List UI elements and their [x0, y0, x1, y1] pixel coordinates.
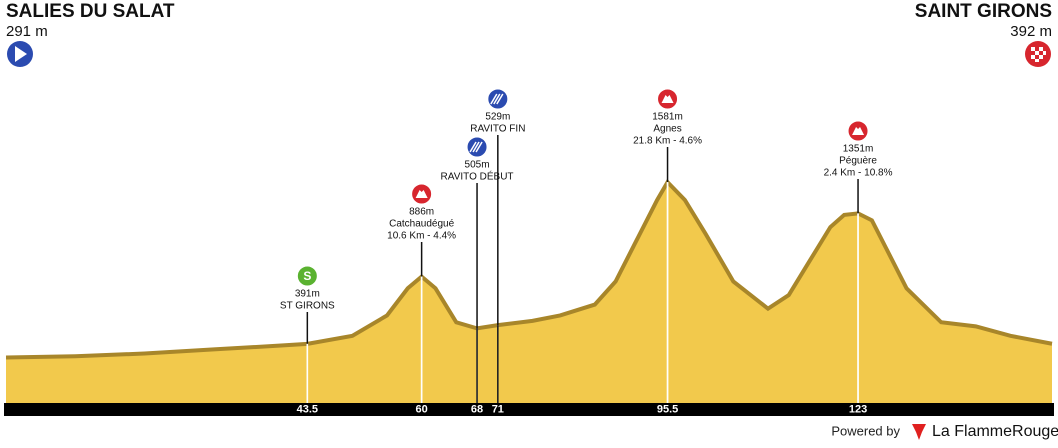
finish-name: SAINT GIRONS	[915, 1, 1052, 22]
x-tick-label: 71	[492, 403, 504, 415]
annotation-text: ST GIRONS	[280, 301, 335, 312]
brand-logo	[912, 424, 926, 440]
annotation-text: 1581m	[652, 112, 683, 123]
annotation-text: 10.6 Km - 4.4%	[387, 231, 456, 242]
mountain-symbol	[852, 127, 865, 135]
feed-symbol	[475, 141, 483, 153]
finish-flag	[1031, 47, 1046, 62]
x-tick-label: 60	[416, 403, 428, 415]
mountain-symbol	[415, 190, 428, 198]
annotation-text: 2.4 Km - 10.8%	[824, 168, 893, 179]
brand-name: La FlammeRouge	[932, 423, 1058, 440]
finish-altitude: 392 m	[1010, 23, 1052, 40]
annotation-text: Catchaudégué	[389, 219, 454, 230]
start-name: SALIES DU SALAT	[6, 1, 175, 22]
annotation-text: Agnes	[653, 124, 681, 135]
annotation-text: 391m	[295, 289, 320, 300]
feed-symbol	[490, 93, 498, 105]
annotation-text: 21.8 Km - 4.6%	[633, 136, 702, 147]
x-tick-label: 95.5	[657, 403, 678, 415]
x-tick-label: 68	[471, 403, 483, 415]
profile-edge	[5, 178, 1053, 360]
x-tick-label: 123	[849, 403, 867, 415]
annotation-text: RAVITO DÉBUT	[441, 170, 514, 183]
feed-symbol	[469, 141, 477, 153]
annotation-text: 505m	[465, 160, 490, 171]
feed-symbol	[472, 141, 480, 153]
x-tick-label: 43.5	[297, 403, 318, 415]
annotation-text: 529m	[485, 112, 510, 123]
icon-text: S	[303, 269, 311, 283]
feed-symbol	[496, 93, 504, 105]
powered-by: Powered by	[831, 423, 900, 438]
profile-area	[6, 182, 1052, 403]
start-altitude: 291 m	[6, 23, 48, 40]
start-arrow	[15, 46, 27, 62]
annotation-icon	[296, 265, 318, 287]
annotation-text: Péguère	[839, 156, 877, 167]
annotation-icon	[466, 136, 488, 158]
annotation-text: 1351m	[843, 144, 874, 155]
annotation-text: RAVITO FIN	[470, 124, 525, 135]
mountain-symbol	[661, 95, 674, 103]
distance-bar	[4, 403, 1054, 416]
feed-symbol	[493, 93, 501, 105]
annotation-text: 886m	[409, 207, 434, 218]
annotation-icon	[487, 88, 509, 110]
